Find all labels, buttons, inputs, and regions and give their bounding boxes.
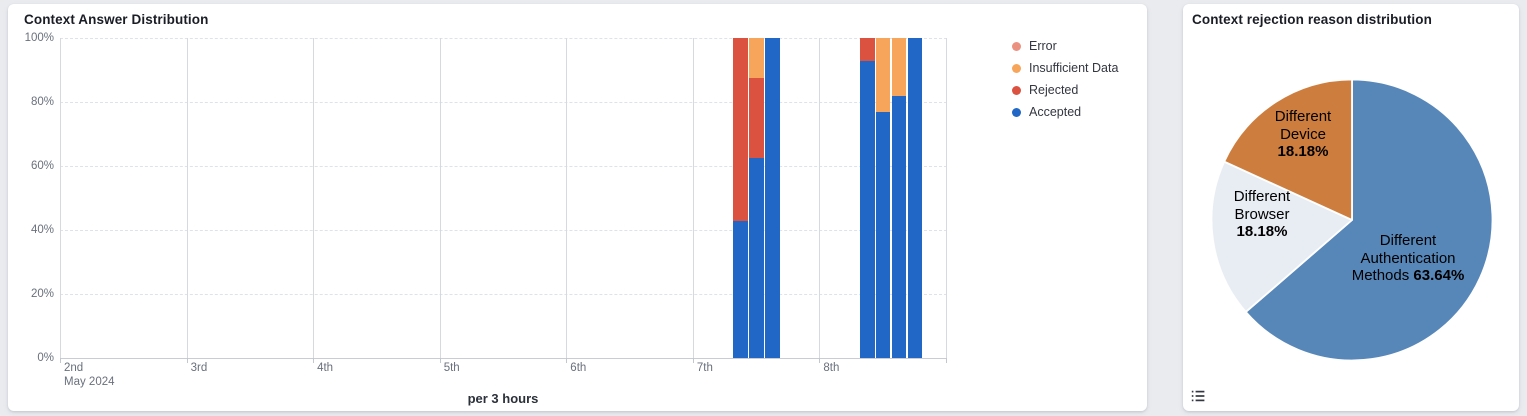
x-axis-tick (566, 358, 568, 363)
pie-slice-different-device[interactable] (1223, 78, 1353, 221)
x-gridline (313, 38, 315, 358)
bar-segment-insufficient-data[interactable] (749, 38, 764, 78)
bar-chart-legend: Error Insufficient Data Rejected Accepted (1012, 35, 1118, 123)
x-gridline (692, 38, 694, 358)
legend-label: Error (1029, 39, 1057, 53)
x-gridline (439, 38, 441, 358)
x-axis-tick (692, 358, 694, 363)
x-axis-label: 2nd May 2024 (64, 362, 115, 388)
list-icon (1191, 390, 1205, 406)
legend-item-insufficient-data[interactable]: Insufficient Data (1012, 57, 1118, 79)
rejection-reason-title: Context rejection reason distribution (1192, 12, 1432, 27)
pie-slice-label-different-device: Different Device 18.18% (1274, 108, 1332, 160)
x-gridline (566, 38, 568, 358)
answer-distribution-panel: Context Answer Distribution 0% 20% 40% 60% 8… (8, 4, 1147, 411)
x-axis-sublabel: May 2024 (64, 376, 115, 388)
y-axis-label: 20% (30, 288, 54, 300)
legend-label: Accepted (1029, 105, 1082, 119)
y-axis-label: 0% (37, 352, 54, 364)
bar-segment-insufficient-data[interactable] (875, 38, 891, 112)
pie-chart-svg (1210, 78, 1494, 362)
answer-distribution-title: Context Answer Distribution (24, 12, 209, 27)
bar-segment-accepted[interactable] (733, 220, 748, 358)
bar-segment-rejected[interactable] (749, 78, 764, 158)
bar-segment-insufficient-data[interactable] (891, 38, 907, 97)
bar-chart-area: 0% 20% 40% 60% 80% 100% 2nd May 2024 3rd 4th 5th 6t… (8, 4, 1147, 411)
x-axis-tick (819, 358, 821, 363)
x-axis-tick (186, 358, 188, 363)
x-gridline (946, 38, 947, 358)
legend-item-error[interactable]: Error (1012, 35, 1118, 57)
pie-slice-different-browser[interactable] (1210, 160, 1353, 313)
x-axis-line (60, 358, 947, 359)
legend-swatch-error (1012, 41, 1021, 51)
y-axis-label: 80% (30, 96, 54, 108)
y-gridline (60, 294, 947, 295)
legend-label: Rejected (1029, 83, 1079, 97)
x-axis-label: 3rd (190, 362, 208, 374)
y-gridline (60, 38, 947, 39)
y-gridline (60, 166, 947, 167)
legend-swatch-insufficient-data (1012, 63, 1021, 73)
legend-item-accepted[interactable]: Accepted (1012, 101, 1118, 123)
bar-segment-rejected[interactable] (733, 38, 748, 221)
pie-slice-label-different-browser: Different Browser 18.18% (1233, 188, 1291, 240)
x-gridline (60, 38, 61, 358)
bar-segment-rejected[interactable] (860, 38, 875, 61)
legend-item-rejected[interactable]: Rejected (1012, 79, 1118, 101)
x-axis-label: 8th (823, 362, 840, 374)
bar-segment-accepted[interactable] (875, 111, 891, 358)
x-axis-tick (946, 358, 947, 363)
pie-slice-label-different-authentication-methods: Different Authentication Methods 63.64% (1351, 232, 1465, 284)
y-gridline (60, 102, 947, 103)
legend-label: Insufficient Data (1029, 61, 1119, 75)
x-axis-label: 5th (443, 362, 460, 374)
pie-slice-different-authentication-methods[interactable] (1244, 78, 1494, 362)
x-gridline (819, 38, 821, 358)
x-axis-tick (60, 358, 61, 363)
x-axis-tick (313, 358, 315, 363)
legend-swatch-rejected (1012, 85, 1021, 95)
x-axis-label: 6th (570, 362, 587, 374)
bar-segment-accepted[interactable] (891, 96, 907, 358)
legend-toggle-button[interactable] (1189, 387, 1207, 405)
bar-segment-accepted[interactable] (860, 60, 875, 358)
x-axis-label: 7th (696, 362, 713, 374)
x-gridline (186, 38, 188, 358)
y-axis-label: 60% (30, 160, 54, 172)
bar-segment-accepted[interactable] (907, 38, 923, 358)
x-axis-label: 4th (317, 362, 334, 374)
x-axis-tick (439, 358, 441, 363)
rejection-reason-panel: Context rejection reason distribution Di… (1183, 4, 1519, 411)
y-axis-label: 40% (30, 224, 54, 236)
legend-swatch-accepted (1012, 107, 1021, 117)
x-axis-unit-label: per 3 hours (467, 391, 539, 406)
bar-segment-accepted[interactable] (765, 38, 780, 358)
pie-chart-area: Different Authentication Methods 63.64% Dif… (1183, 4, 1519, 411)
bar-segment-accepted[interactable] (749, 158, 764, 358)
y-gridline (60, 230, 947, 231)
y-axis-label: 100% (24, 32, 54, 44)
